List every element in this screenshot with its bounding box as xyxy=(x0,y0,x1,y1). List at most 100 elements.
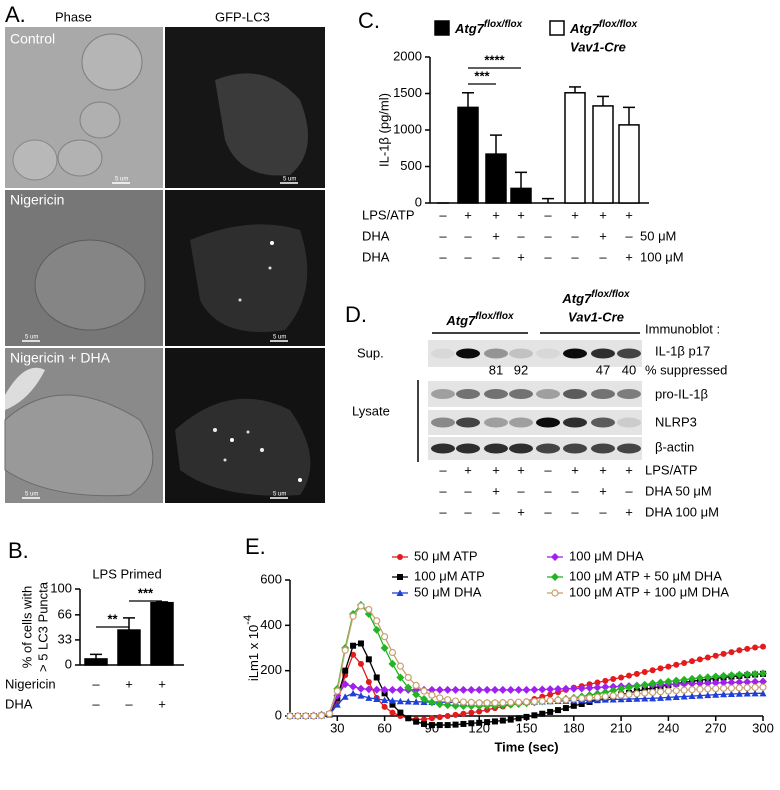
marker xyxy=(484,706,491,713)
marker xyxy=(751,677,760,686)
condition-sign: – xyxy=(544,249,552,264)
marker xyxy=(711,672,720,681)
marker xyxy=(673,661,680,668)
marker xyxy=(719,678,728,687)
marker xyxy=(689,658,696,665)
condition-sign: + xyxy=(571,462,579,477)
legend-label: 100 μM ATP xyxy=(414,568,485,583)
marker xyxy=(372,625,381,634)
marker xyxy=(578,694,586,702)
marker xyxy=(703,679,712,688)
marker xyxy=(476,719,483,726)
condition-label: Nigericin xyxy=(5,676,56,691)
marker xyxy=(349,689,357,697)
marker xyxy=(585,694,594,702)
marker xyxy=(664,677,673,686)
blot-band xyxy=(456,348,480,359)
legend-label-sup: flox/flox xyxy=(484,19,523,30)
group-label: Atg7flox/flox xyxy=(445,311,514,329)
marker xyxy=(412,690,421,699)
blot-band xyxy=(431,389,455,399)
marker xyxy=(397,554,403,560)
marker xyxy=(515,698,523,706)
condition-sign: + xyxy=(625,249,633,264)
y-axis-label-base: iLm1 x 10 xyxy=(246,625,261,681)
cell xyxy=(81,33,143,91)
marker xyxy=(743,670,752,679)
marker xyxy=(396,697,404,705)
condition-sign: + xyxy=(492,228,500,243)
blot-band xyxy=(509,417,533,428)
marker xyxy=(735,670,744,679)
marker xyxy=(720,650,727,657)
puncta xyxy=(260,448,264,452)
marker xyxy=(427,698,436,707)
condition-sign: – xyxy=(439,228,447,243)
marker xyxy=(640,680,649,689)
marker xyxy=(688,686,696,694)
puncta xyxy=(298,478,302,482)
blot-band xyxy=(617,443,641,454)
marker xyxy=(396,589,404,596)
marker xyxy=(649,694,657,702)
legend-label: 50 μM DHA xyxy=(414,584,482,599)
y-tick-label: 0 xyxy=(415,194,422,209)
y-tick-label: 33 xyxy=(58,631,72,646)
marker xyxy=(475,699,483,707)
marker xyxy=(475,685,484,694)
significance-label: *** xyxy=(138,585,154,600)
marker xyxy=(467,698,475,707)
immunoblot-label: Immunoblot : xyxy=(645,321,720,336)
condition-sign: – xyxy=(464,228,472,243)
condition-label: DHA xyxy=(362,228,390,243)
condition-sign: – xyxy=(125,696,133,711)
condition-sign: – xyxy=(544,228,552,243)
condition-sign: – xyxy=(439,249,447,264)
condition-sign: + xyxy=(625,462,633,477)
marker xyxy=(617,691,625,699)
marker xyxy=(546,696,554,705)
marker xyxy=(444,713,451,719)
marker xyxy=(365,605,373,614)
marker xyxy=(736,647,743,654)
marker xyxy=(727,684,736,692)
marker xyxy=(468,709,475,716)
blot-band xyxy=(484,443,508,454)
condition-sign: + xyxy=(599,483,607,498)
cell xyxy=(57,139,103,177)
condition-sign: – xyxy=(544,504,552,519)
condition-sign: + xyxy=(517,249,525,264)
marker xyxy=(712,691,720,698)
marker xyxy=(341,680,350,689)
bar xyxy=(485,153,507,204)
y-tick-label: 400 xyxy=(260,617,282,632)
y-tick-label: 600 xyxy=(260,571,282,586)
marker xyxy=(531,712,538,719)
marker xyxy=(633,670,640,677)
marker xyxy=(357,660,364,667)
marker xyxy=(665,663,672,670)
marker xyxy=(341,693,349,700)
marker xyxy=(641,689,649,697)
marker xyxy=(735,684,743,692)
blot-band xyxy=(431,417,455,428)
cell xyxy=(12,139,58,181)
cell xyxy=(4,394,154,497)
condition-sign: + xyxy=(599,207,607,222)
y-tick-label: 2000 xyxy=(393,48,422,63)
marker xyxy=(593,693,602,701)
marker xyxy=(443,701,452,710)
marker xyxy=(555,707,562,714)
marker xyxy=(624,683,633,692)
marker xyxy=(680,686,688,694)
column-header: GFP-LC3 xyxy=(215,9,270,24)
condition-sign: + xyxy=(464,207,472,222)
group-label-sup: flox/flox xyxy=(591,289,630,300)
cell-edge xyxy=(5,367,45,410)
micrographs: 5 um 5 um 5 um 5 um 5 um 5 um xyxy=(4,27,325,503)
x-tick-label: 180 xyxy=(563,720,585,735)
panel-label: E. xyxy=(245,534,266,559)
legend-label: 100 μM DHA xyxy=(569,548,644,563)
marker xyxy=(657,694,665,701)
